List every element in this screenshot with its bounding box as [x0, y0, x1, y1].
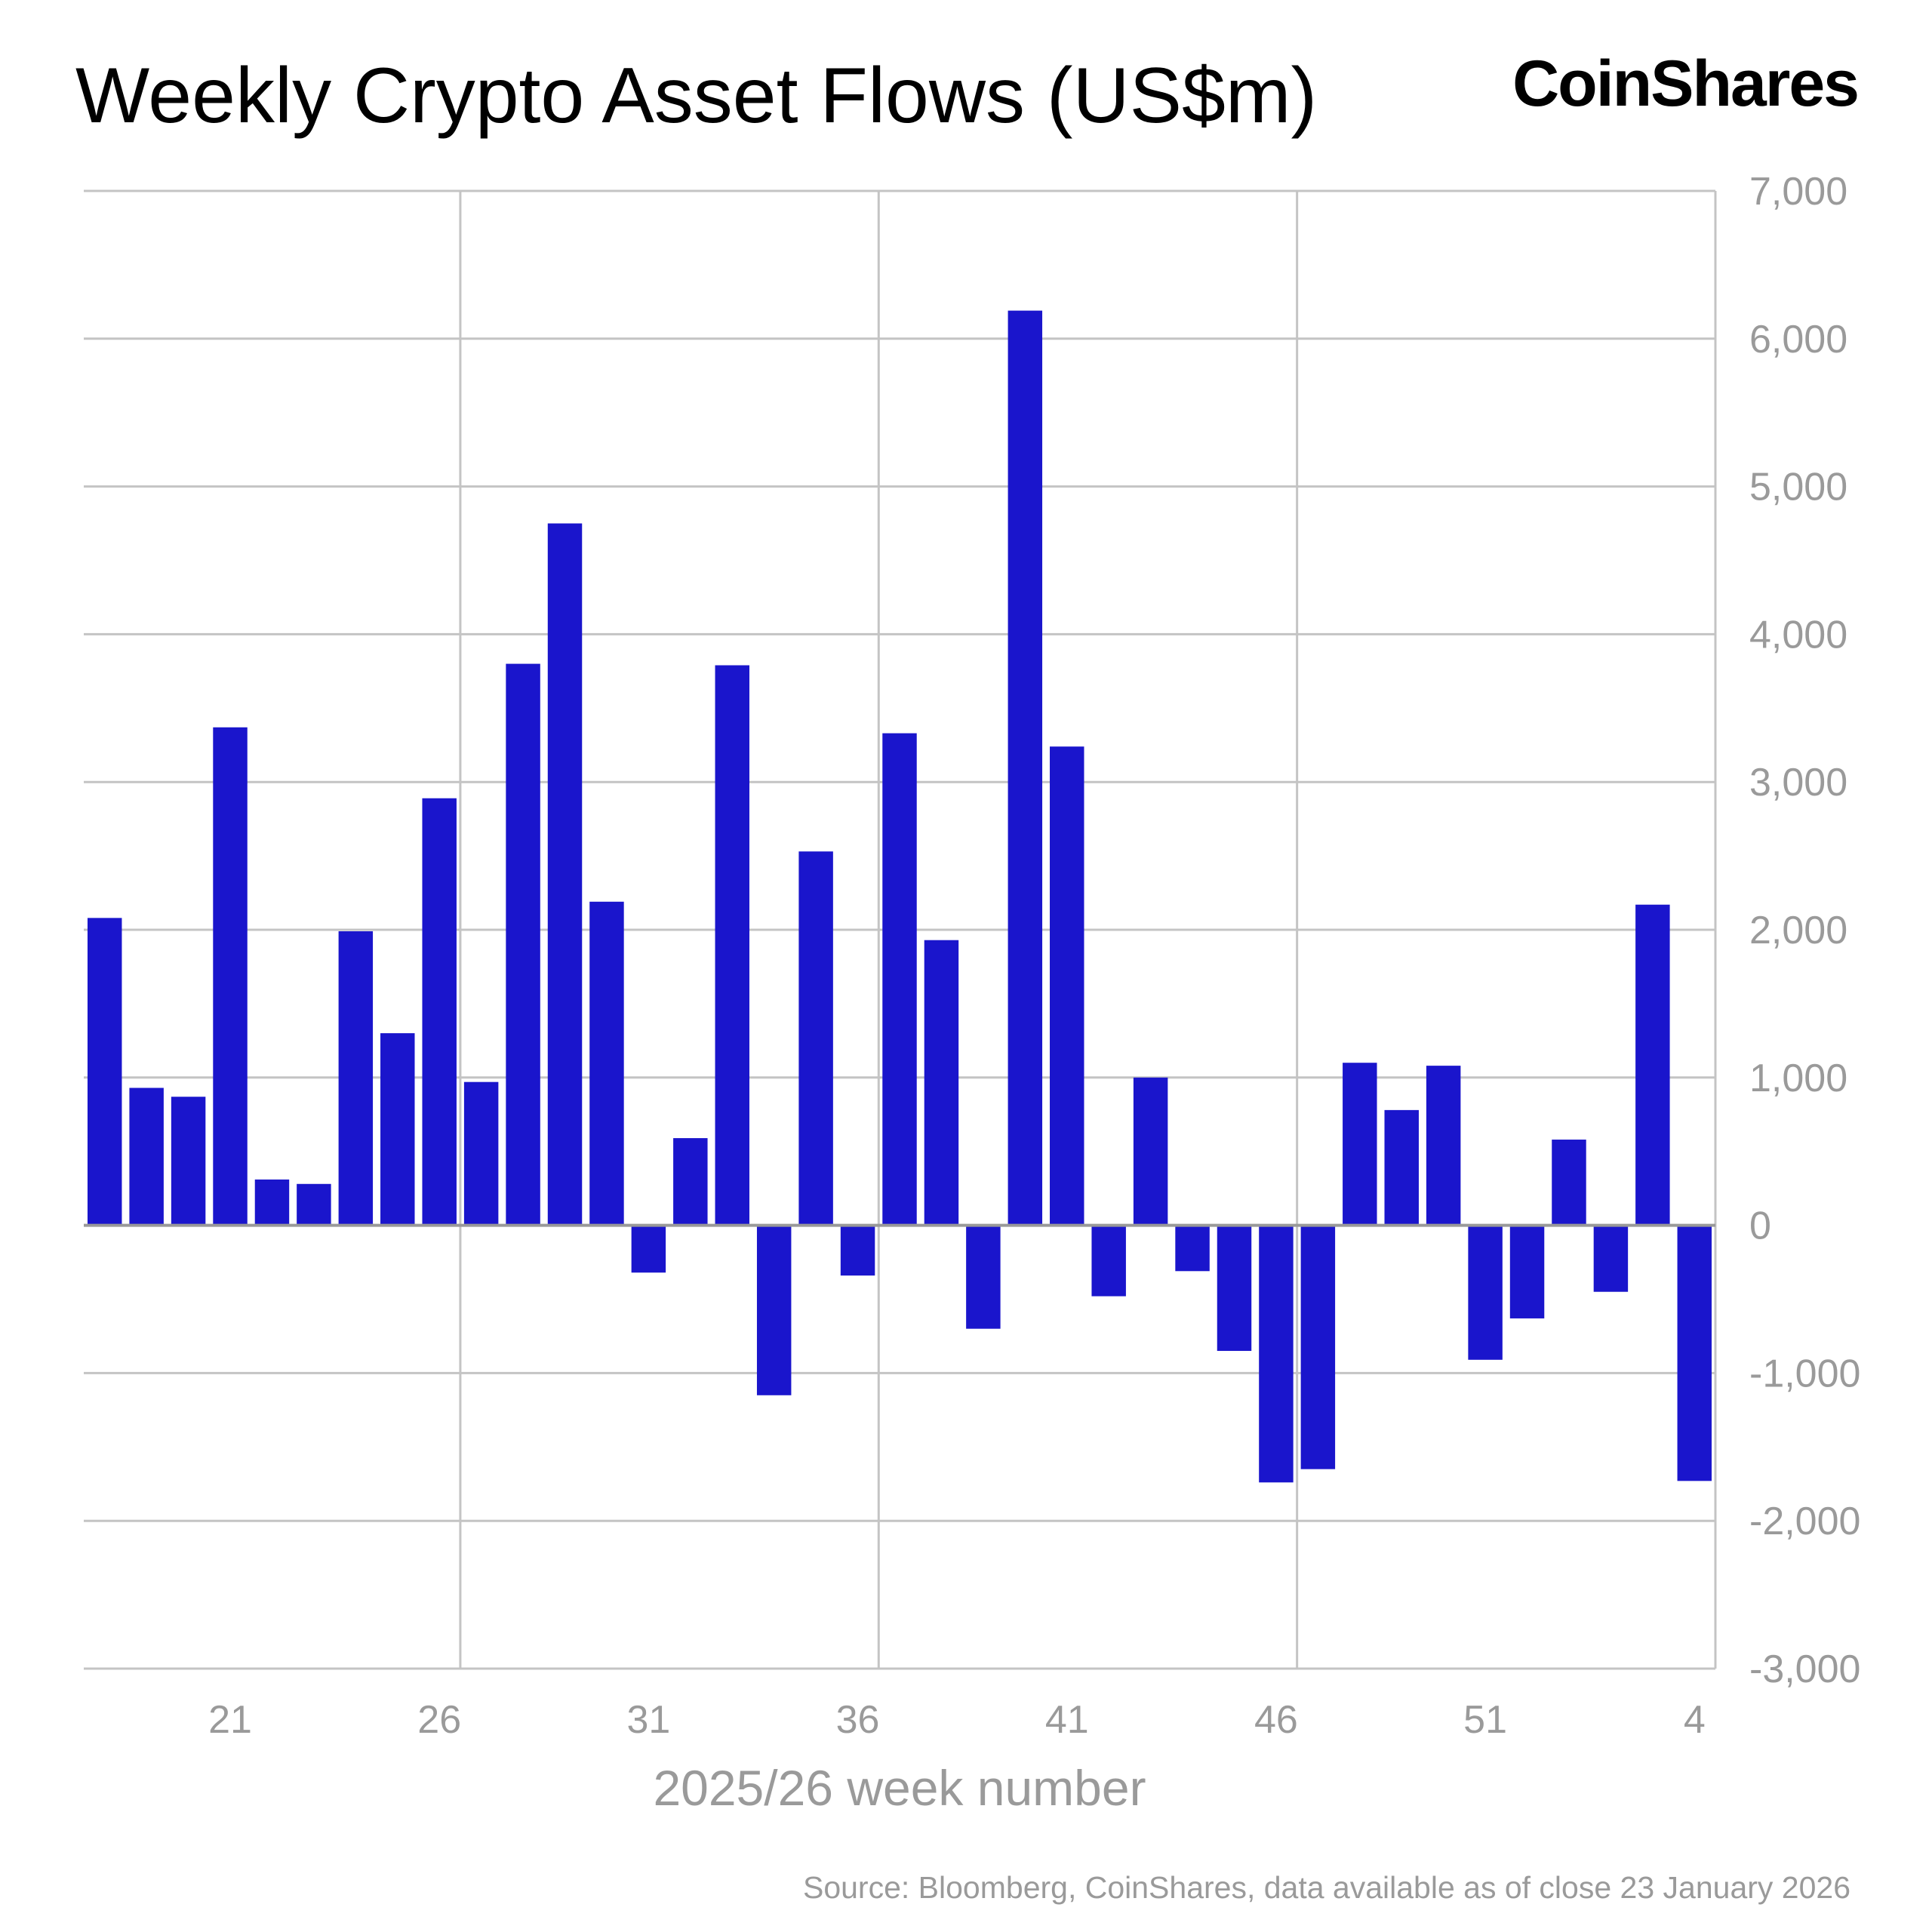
bar-week-46	[1259, 1225, 1294, 1483]
bar-week-28	[506, 663, 540, 1226]
bar-week-50	[1426, 1066, 1461, 1226]
y-tick-label: 7,000	[1749, 170, 1847, 214]
y-tick-label: 6,000	[1749, 318, 1847, 361]
bar-week-52	[1509, 1225, 1545, 1318]
y-tick-label: 2,000	[1749, 909, 1847, 952]
bar-week-18	[87, 918, 122, 1226]
x-tick-label: 46	[1254, 1698, 1298, 1742]
bar-week-43	[1133, 1077, 1168, 1226]
y-tick-label: -1,000	[1749, 1352, 1860, 1395]
bar-week-32	[673, 1138, 708, 1226]
bar-week-25	[380, 1033, 415, 1226]
bar-week-37	[882, 733, 917, 1226]
bar-week-45	[1217, 1225, 1252, 1352]
bar-week-40	[1008, 310, 1043, 1226]
x-axis-label: 2025/26 week number	[653, 1760, 1146, 1816]
y-tick-label: -3,000	[1749, 1647, 1860, 1691]
bar-week-35	[798, 851, 833, 1226]
bar-week-26	[422, 798, 457, 1226]
x-tick-label: 31	[626, 1698, 670, 1742]
bar-week-34	[756, 1225, 792, 1395]
bar-week-42	[1091, 1225, 1126, 1297]
bar-week-29	[547, 523, 583, 1226]
bar-week-48	[1343, 1063, 1377, 1226]
y-tick-label: 0	[1749, 1204, 1771, 1248]
x-tick-label: 41	[1045, 1698, 1089, 1742]
bar-week-39	[966, 1225, 1001, 1329]
bar-week-23	[297, 1183, 331, 1226]
bar-week-21	[213, 727, 248, 1226]
y-tick-label: 4,000	[1749, 613, 1847, 657]
x-tick-label: 51	[1463, 1698, 1507, 1742]
bar-week-2	[1593, 1225, 1629, 1292]
bar-week-20	[171, 1097, 206, 1226]
bar-week-3	[1635, 904, 1670, 1226]
y-tick-label: 1,000	[1749, 1057, 1847, 1100]
bar-week-36	[840, 1225, 875, 1276]
bar-week-19	[129, 1088, 164, 1226]
bar-week-49	[1384, 1109, 1419, 1226]
bar-week-27	[463, 1081, 499, 1226]
bar-week-38	[924, 940, 959, 1226]
bar-week-4	[1677, 1225, 1712, 1481]
y-tick-label: 5,000	[1749, 466, 1847, 509]
bar-week-41	[1050, 746, 1084, 1226]
source-note: Source: Bloomberg, CoinShares, data avai…	[802, 1870, 1850, 1905]
x-tick-label: 26	[417, 1698, 461, 1742]
chart-title: Weekly Crypto Asset Flows (US$m)	[75, 52, 1318, 140]
bar-week-1	[1552, 1140, 1586, 1226]
x-tick-label: 36	[836, 1698, 880, 1742]
y-tick-label: -2,000	[1749, 1500, 1860, 1543]
bar-week-44	[1175, 1225, 1210, 1272]
bar-week-22	[254, 1179, 290, 1226]
coinshares-logo: CoinShares	[1512, 48, 1860, 120]
bar-week-31	[631, 1225, 666, 1273]
bar-week-51	[1468, 1225, 1503, 1360]
y-tick-label: 3,000	[1749, 761, 1847, 804]
bar-week-30	[589, 901, 624, 1226]
x-tick-label: 21	[208, 1698, 252, 1742]
bar-week-33	[715, 665, 749, 1226]
bar-week-47	[1300, 1225, 1336, 1469]
x-tick-label: 4	[1684, 1698, 1706, 1742]
bar-week-24	[338, 931, 374, 1226]
